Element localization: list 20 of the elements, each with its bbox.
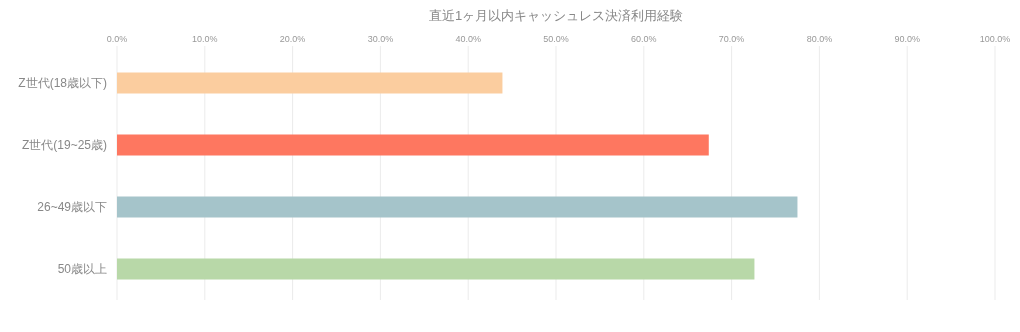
y-tick-label: 50歳以上 [57,262,107,276]
x-tick-label: 80.0% [806,34,833,44]
y-tick-label: 26~49歳以下 [37,200,107,214]
x-tick-label: 70.0% [718,34,745,44]
x-tick-label: 10.0% [192,34,218,44]
x-tick-label: 90.0% [894,34,920,44]
x-tick-label: 20.0% [279,34,306,44]
y-tick-label: Z世代(19~25歳) [21,138,107,152]
bar [117,258,755,280]
bar [117,72,503,94]
y-tick-label: Z世代(18歳以下) [18,76,107,90]
bar [117,134,709,156]
x-tick-label: 50.0% [543,34,569,44]
x-tick-label: 40.0% [455,34,481,44]
x-tick-label: 30.0% [367,34,394,44]
bar [117,196,798,218]
x-tick-label: 0.0% [106,34,128,44]
chart-title: 直近1ヶ月以内キャッシュレス決済利用経験 [428,8,684,23]
x-tick-label: 100.0% [979,34,1011,44]
x-tick-label: 60.0% [631,34,657,44]
